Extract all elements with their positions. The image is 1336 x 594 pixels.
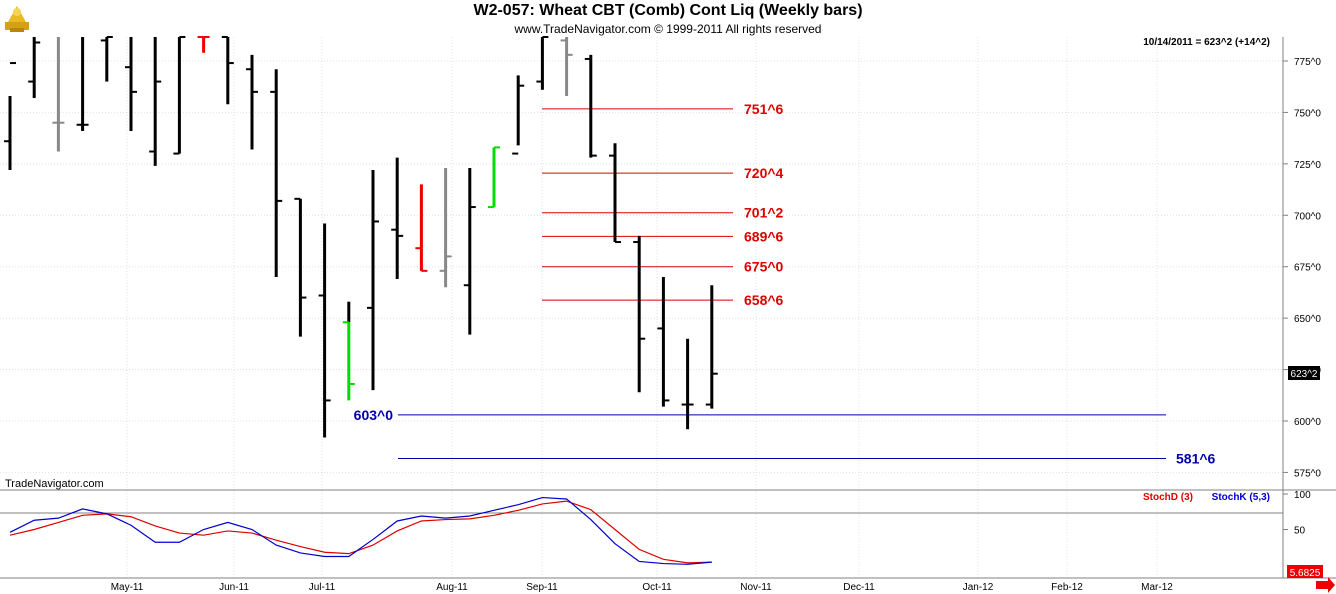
price-bars-layer (4, 36, 718, 438)
time-tick-label: Oct-11 (642, 582, 672, 593)
time-tick-label: Nov-11 (740, 582, 772, 593)
ohlc-bar[interactable] (415, 184, 428, 272)
ohlc-bar[interactable] (609, 143, 621, 244)
price-tick-label: 725^0 (1294, 160, 1321, 171)
ohlc-bar[interactable] (633, 235, 646, 393)
ohlc-bar[interactable] (584, 54, 597, 158)
ohlc-bar[interactable] (657, 277, 670, 407)
time-tick-label: Jul-11 (309, 582, 336, 593)
legend-stochk: StochK (5,3) (1212, 492, 1270, 503)
ohlc-bar[interactable] (536, 36, 549, 90)
ohlc-bar[interactable] (28, 37, 41, 99)
ohlc-bar[interactable] (149, 37, 162, 166)
ohlc-bar[interactable] (52, 37, 65, 152)
stoch-tick-label: 100 (1294, 490, 1311, 501)
price-tick-label: 775^0 (1294, 57, 1321, 68)
tradenavigator-logo-icon (2, 2, 32, 34)
ohlc-bar[interactable] (391, 157, 404, 280)
ohlc-bar[interactable] (125, 37, 137, 131)
resistance-label: 751^6 (744, 101, 784, 117)
ohlc-bar[interactable] (4, 62, 16, 171)
ohlc-bar[interactable] (488, 146, 500, 209)
ohlc-bar[interactable] (318, 223, 331, 438)
price-tick-label: 650^0 (1294, 314, 1321, 325)
stochd-line (9, 500, 712, 564)
grid-lines (0, 37, 1283, 578)
ohlc-bar[interactable] (463, 167, 476, 335)
stoch-tick-label: 50 (1294, 526, 1306, 537)
ohlc-bar[interactable] (197, 36, 210, 53)
price-badge-box (1288, 366, 1320, 380)
support-label: 603^0 (354, 407, 394, 423)
support-label: 581^6 (1176, 451, 1216, 467)
scroll-right-arrow-icon[interactable] (1316, 577, 1335, 593)
ohlc-bar[interactable] (512, 75, 525, 155)
price-tick-label: 575^0 (1294, 468, 1321, 479)
time-tick-label: Sep-11 (526, 582, 558, 593)
ohlc-bar[interactable] (270, 69, 283, 277)
resistance-label: 675^0 (744, 259, 784, 275)
resistance-label: 720^4 (744, 165, 784, 181)
ohlc-bar[interactable] (681, 338, 694, 430)
resistance-label: 701^2 (744, 205, 784, 221)
ohlc-bar[interactable] (705, 285, 718, 409)
ohlc-bar[interactable] (367, 170, 379, 391)
price-tick-label: 750^0 (1294, 108, 1321, 119)
time-tick-label: May-11 (111, 582, 144, 593)
levels-layer: 751^6 720^4 701^2 689^6 675^0 658^6 603^0 581^6 (354, 101, 1216, 467)
resistance-label: 689^6 (744, 228, 784, 244)
ohlc-bar[interactable] (294, 197, 307, 337)
ohlc-bar[interactable] (439, 167, 452, 288)
ohlc-bar[interactable] (221, 36, 234, 105)
price-tick-label: 600^0 (1294, 417, 1321, 428)
copyright-notice: www.TradeNavigator.com © 1999-2011 All r… (514, 22, 822, 36)
ohlc-bar[interactable] (100, 36, 113, 82)
stochastic-layer (9, 496, 712, 565)
ohlc-bar[interactable] (560, 37, 573, 96)
chart-title: W2-057: Wheat CBT (Comb) Cont Liq (Weekl… (473, 2, 863, 19)
resistance-label: 658^6 (744, 292, 784, 308)
time-tick-label: Feb-12 (1051, 582, 1083, 593)
time-tick-label: Mar-12 (1141, 582, 1173, 593)
stoch-badge: 5.6825 (1290, 568, 1321, 579)
price-tick-label: 675^0 (1294, 263, 1321, 274)
watermark-label: TradeNavigator.com (5, 478, 104, 490)
stochk-line (9, 496, 712, 565)
price-badge: 623^2 (1291, 369, 1318, 380)
time-tick-label: Jan-12 (963, 582, 994, 593)
ohlc-bar[interactable] (173, 36, 186, 155)
ohlc-bar[interactable] (246, 54, 258, 150)
last-price-readout: 10/14/2011 = 623^2 (+14^2) (1143, 37, 1270, 48)
ohlc-bar[interactable] (342, 301, 355, 401)
price-tick-label: 700^0 (1294, 211, 1321, 222)
legend-stochd: StochD (3) (1143, 492, 1193, 503)
time-tick-label: Jun-11 (219, 582, 249, 593)
stoch-badge-box (1287, 565, 1323, 578)
time-tick-label: Aug-11 (436, 582, 468, 593)
time-tick-label: Dec-11 (843, 582, 875, 593)
ohlc-bar[interactable] (76, 37, 89, 131)
